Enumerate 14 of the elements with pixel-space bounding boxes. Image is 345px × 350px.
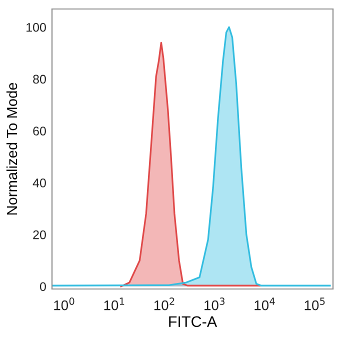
x-tick-label: 10$^{4}$	[254, 298, 275, 310]
x-tick-label: 10$^{3}$	[204, 298, 224, 310]
x-tick-label: 10$^{5}$	[304, 298, 325, 310]
x-tick-label: 10$^{2}$	[154, 298, 174, 310]
x-tick-label: 10$^{1}$	[104, 298, 124, 310]
y-tick-label: 0	[40, 282, 46, 292]
y-tick-label: 40	[32, 178, 46, 188]
y-tick-label: 60	[33, 126, 46, 136]
y-tick-label: 80	[33, 74, 46, 84]
x-tick-label: 10$^{0}$	[54, 298, 74, 310]
x-axis-title: FITC-A	[169, 316, 218, 328]
y-tick-label: 100	[26, 22, 46, 32]
y-axis-title: Normalized To Mode	[6, 82, 18, 215]
y-tick-label: 20	[33, 230, 46, 240]
